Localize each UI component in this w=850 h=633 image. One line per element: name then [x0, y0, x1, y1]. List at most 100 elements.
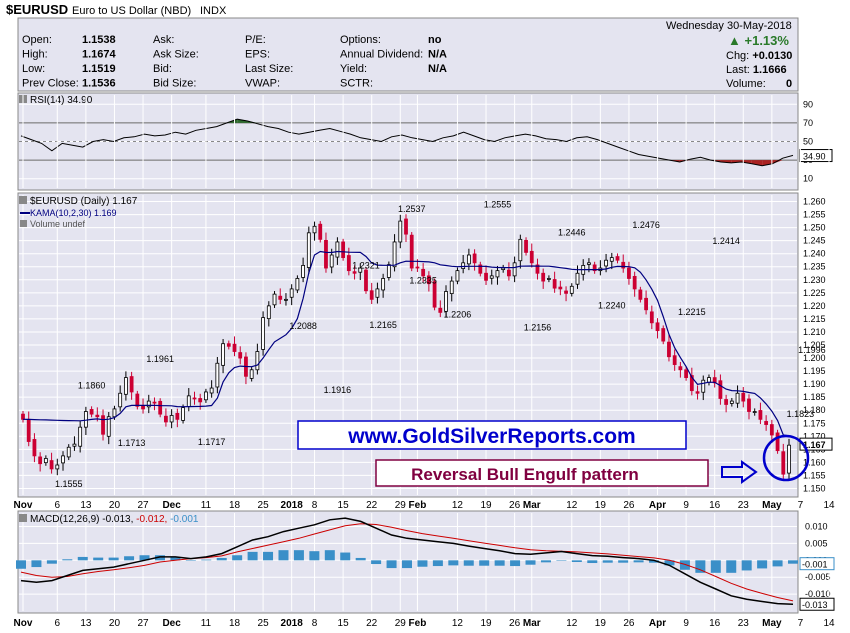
x-axis-label: 19	[480, 618, 492, 629]
quote-label: Options:	[340, 34, 381, 46]
quote-label: VWAP:	[245, 78, 280, 90]
x-axis-label: 23	[738, 618, 750, 629]
x-axis-label: 2018	[281, 500, 304, 511]
price-tick-label: 1.170	[803, 431, 826, 441]
kama-label: KAMA(10,2,30) 1.169	[30, 208, 117, 218]
panel-menu-icon	[19, 196, 27, 204]
candle-up	[392, 241, 397, 268]
macd-histogram-bar	[679, 560, 690, 570]
last-label: Last:	[726, 64, 750, 76]
price-current-box	[799, 437, 833, 451]
price-annotation: 1.2335	[409, 276, 437, 286]
macd-histogram-bar	[124, 556, 135, 561]
candle-up	[169, 415, 174, 423]
macd-histogram-bar	[463, 560, 474, 566]
quote-label: Low:	[22, 63, 45, 75]
x-axis-label: 20	[109, 500, 121, 511]
macd-hist-current: -0.001	[802, 560, 828, 570]
x-axis-label: 27	[137, 500, 149, 511]
price-tick-label: 1.210	[803, 327, 826, 337]
macd-histogram-bar	[278, 550, 289, 561]
candle-down	[535, 264, 540, 274]
quote-value: 1.1674	[82, 49, 117, 61]
last-row: Last: 1.1666	[726, 64, 787, 76]
candle-down	[758, 410, 763, 420]
candle-up	[444, 291, 448, 312]
price-annotation: 1.2240	[598, 300, 626, 310]
candle-down	[26, 418, 31, 442]
macd-histogram-bar	[417, 560, 428, 567]
candle-down	[426, 275, 431, 285]
candle-down	[478, 264, 483, 274]
x-axis-label: May	[762, 500, 782, 511]
macd-histogram-bar	[664, 560, 675, 566]
macd-histogram-bar	[263, 551, 274, 561]
macd-histogram-bar	[232, 555, 243, 561]
x-axis-label: 16	[709, 500, 721, 511]
price-annotation: 1.1996	[798, 345, 826, 355]
candle-down	[49, 460, 54, 470]
candle-down	[764, 421, 769, 425]
macd-histogram-bar	[432, 560, 443, 567]
x-axis-label: 15	[338, 500, 350, 511]
quote-label: Bid Size:	[153, 78, 196, 90]
macd-histogram-bar	[448, 560, 459, 566]
candle-down	[621, 261, 626, 269]
macd-signal-value: -0.012,	[136, 514, 170, 525]
candle-down	[158, 400, 163, 415]
candle-up	[261, 317, 265, 350]
x-axis-label: 27	[137, 618, 149, 629]
x-axis-label: 9	[683, 618, 689, 629]
rsi-tick-label: 70	[803, 118, 813, 128]
price-tick-label: 1.200	[803, 353, 826, 363]
candle-down	[678, 366, 683, 371]
candle-down	[21, 413, 25, 420]
macd-hist-box	[799, 557, 835, 571]
x-axis-label: 26	[509, 500, 521, 511]
price-annotation: 1.2088	[289, 321, 317, 331]
candle-down	[352, 271, 357, 274]
candle-up	[701, 379, 706, 393]
candle-down	[346, 255, 351, 272]
candle-down	[592, 264, 597, 272]
change-percent: ▲ +1.13%	[728, 33, 789, 48]
price-tick-label: 1.215	[803, 314, 826, 324]
candle-up	[55, 464, 60, 470]
price-tick-label: 1.220	[803, 301, 826, 311]
x-axis-label: Apr	[649, 618, 666, 629]
x-axis-label: 19	[595, 500, 607, 511]
x-axis-label: 13	[80, 500, 92, 511]
candle-up	[398, 220, 403, 243]
x-axis-label: 14	[823, 500, 835, 511]
x-axis-label: 15	[338, 618, 350, 629]
chg-label: Chg:	[726, 50, 750, 62]
macd-histogram-bar	[170, 556, 181, 561]
macd-histogram-bar	[710, 560, 721, 573]
quote-value: 1.1536	[82, 78, 116, 90]
quote-value: N/A	[428, 49, 447, 61]
last-value: 1.1666	[752, 64, 787, 76]
candle-down	[192, 397, 197, 400]
candle-up	[78, 426, 83, 447]
volume-value: 0	[786, 78, 793, 90]
candle-up	[375, 288, 380, 298]
candle-up	[186, 395, 191, 407]
candle-down	[472, 253, 477, 264]
candle-down	[129, 376, 134, 393]
x-axis-label: Mar	[523, 500, 541, 511]
x-axis-label: May	[762, 618, 782, 629]
volume-label: Volume:	[726, 78, 766, 90]
macd-histogram-bar	[587, 560, 598, 564]
watermark-text: www.GoldSilverReports.com	[347, 425, 635, 448]
macd-histogram-bar	[788, 560, 798, 564]
x-axis-label: 22	[366, 500, 378, 511]
candle-up	[587, 262, 591, 265]
price-series-label: $EURUSD (Daily) 1.167	[30, 196, 138, 207]
x-axis-label: 7	[798, 500, 804, 511]
macd-label-prefix: MACD(12,26,9)	[30, 514, 102, 525]
candle-down	[747, 398, 751, 412]
x-axis-label: 18	[229, 618, 241, 629]
price-current-value: 1.167	[803, 440, 826, 450]
macd-histogram-bar	[371, 560, 382, 565]
candle-down	[552, 279, 557, 289]
